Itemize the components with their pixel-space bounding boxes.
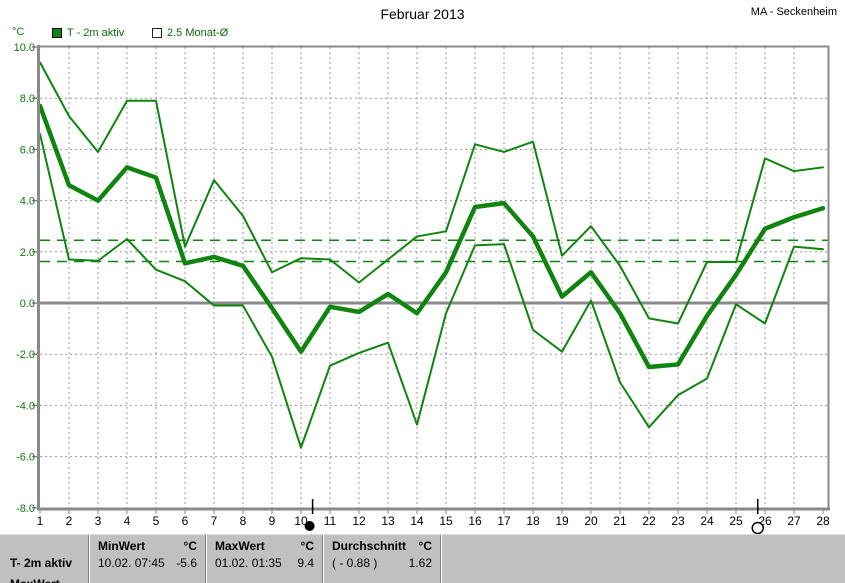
x-tick-label: 17 xyxy=(497,514,511,528)
durchschnitt-value: 1.62 xyxy=(408,556,432,570)
y-axis-unit-label: °C xyxy=(12,26,25,38)
y-tick-label: 6.0 xyxy=(20,144,35,156)
y-tick-label: -8.0 xyxy=(16,503,35,515)
maxwert-unit: °C xyxy=(300,539,314,553)
x-tick-label: 3 xyxy=(95,514,102,528)
y-tick-label: 4.0 xyxy=(20,196,35,208)
x-tick-label: 24 xyxy=(700,514,714,528)
status-sensor-cell: T- 2m aktiv MaxWert xyxy=(0,535,88,583)
status-filler-panel xyxy=(440,535,845,583)
x-tick-label: 12 xyxy=(352,514,366,528)
status-panel-minwert: MinWert °C 10.02. 07:45 -5.6 xyxy=(88,535,205,583)
status-partial-row-label: MaxWert xyxy=(10,577,60,583)
x-tick-label: 5 xyxy=(153,514,160,528)
status-panel-durchschnitt: Durchschnitt °C ( - 0.88 ) 1.62 xyxy=(322,535,440,583)
y-tick-label: 10.0 xyxy=(14,42,35,54)
durchschnitt-header: Durchschnitt xyxy=(332,539,407,553)
filled-square-icon xyxy=(52,28,62,38)
full-moon-icon xyxy=(751,521,764,534)
daily_min-line xyxy=(39,133,824,449)
minwert-value: -5.6 xyxy=(176,556,197,570)
x-tick-label: 25 xyxy=(729,514,743,528)
new-moon-icon xyxy=(304,521,315,531)
x-tick-label: 20 xyxy=(584,514,598,528)
y-tick-label: -4.0 xyxy=(16,400,35,412)
x-tick-label: 18 xyxy=(526,514,540,528)
x-tick-label: 2 xyxy=(66,514,73,528)
daily_mean-line xyxy=(37,103,826,370)
maxwert-header: MaxWert xyxy=(215,539,265,553)
open-square-icon xyxy=(152,28,162,38)
legend-label: T - 2m aktiv xyxy=(67,27,125,39)
legend-label: 2.5 Monat-Ø xyxy=(167,27,229,39)
x-tick-label: 15 xyxy=(439,514,453,528)
temperature-chart[interactable]: 10.08.06.04.02.00.0-2.0-4.0-6.0-8.01 2 3 4 5… xyxy=(0,0,845,534)
status-sensor-label: T- 2m aktiv xyxy=(10,556,73,570)
x-tick-label: 16 xyxy=(468,514,482,528)
x-tick-label: 7 xyxy=(211,514,218,528)
maxwert-value: 9.4 xyxy=(297,556,314,570)
x-tick-label: 4 xyxy=(124,514,131,528)
y-tick-label: 2.0 xyxy=(20,247,35,259)
minwert-header: MinWert xyxy=(98,539,146,553)
legend-item-t2m: T - 2m aktiv xyxy=(52,27,124,39)
maxwert-datetime: 01.02. 01:35 xyxy=(215,556,282,570)
x-tick-label: 9 xyxy=(269,514,276,528)
x-tick-label: 11 xyxy=(324,514,337,528)
x-tick-label: 19 xyxy=(555,514,569,528)
minwert-datetime: 10.02. 07:45 xyxy=(98,556,165,570)
x-tick-label: 28 xyxy=(816,514,830,528)
x-tick-label: 22 xyxy=(642,514,656,528)
x-tick-label: 13 xyxy=(381,514,395,528)
minwert-unit: °C xyxy=(183,539,197,553)
x-tick-label: 14 xyxy=(410,514,424,528)
legend-item-monat: 2.5 Monat-Ø xyxy=(152,27,228,39)
y-tick-label: 0.0 xyxy=(20,298,35,310)
station-label: MA - Seckenheim xyxy=(750,6,837,18)
chart-title: Februar 2013 xyxy=(380,6,465,22)
x-tick-label: 8 xyxy=(240,514,247,528)
x-tick-label: 21 xyxy=(613,514,627,528)
durchschnitt-unit: °C xyxy=(418,539,432,553)
status-bar: T- 2m aktiv MaxWert MinWert °C 10.02. 07… xyxy=(0,534,845,583)
x-tick-label: 27 xyxy=(787,514,801,528)
x-tick-label: 6 xyxy=(182,514,189,528)
x-tick-label: 23 xyxy=(671,514,685,528)
status-panel-maxwert: MaxWert °C 01.02. 01:35 9.4 xyxy=(205,535,322,583)
x-tick-label: 1 xyxy=(37,514,44,528)
daily_max-line xyxy=(39,61,824,325)
y-tick-label: 8.0 xyxy=(20,93,35,105)
y-tick-label: -2.0 xyxy=(16,349,35,361)
durchschnitt-deviation: ( - 0.88 ) xyxy=(332,556,378,570)
x-tick-label: 10 xyxy=(294,514,308,528)
y-tick-label: -6.0 xyxy=(16,452,35,464)
